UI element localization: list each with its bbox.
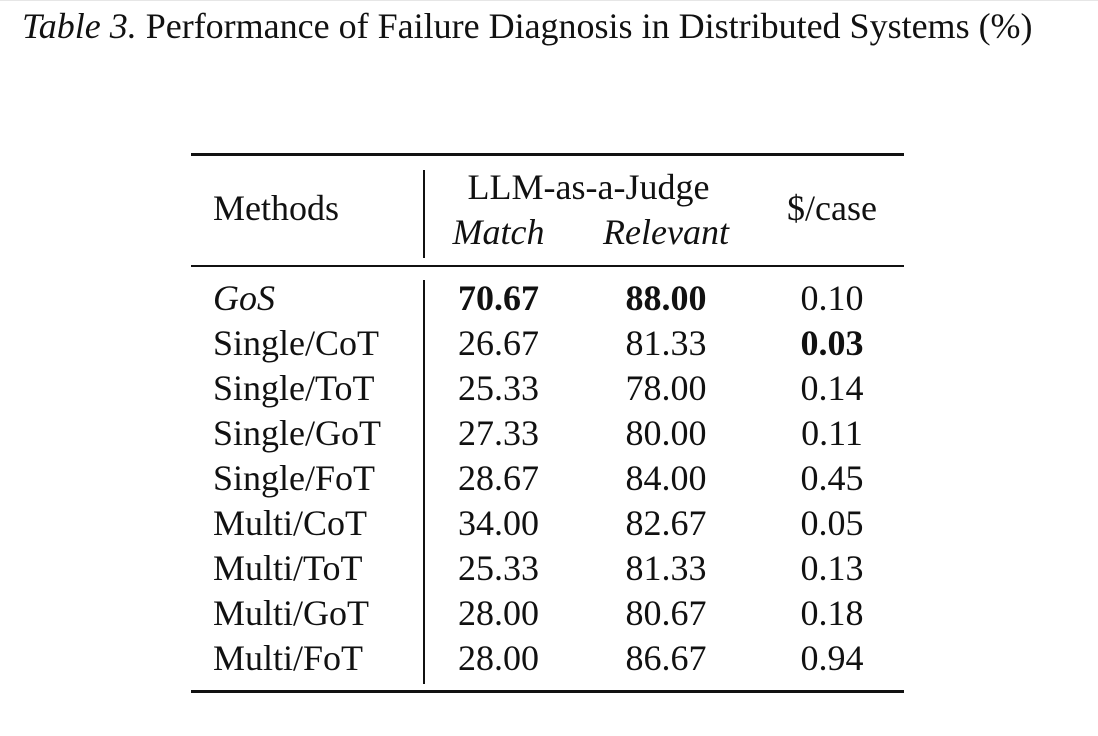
- row-match: 25.33: [458, 368, 539, 408]
- row-cost: 0.13: [800, 548, 864, 588]
- header-relevant: Relevant: [603, 212, 729, 252]
- row-method: Multi/ToT: [213, 548, 363, 588]
- row-cost: 0.03: [800, 323, 864, 363]
- row-match: 28.00: [458, 593, 539, 633]
- row-match: 25.33: [458, 548, 539, 588]
- row-method: Single/GoT: [213, 413, 381, 453]
- row-match: 27.33: [458, 413, 539, 453]
- table-caption-label: Table 3.: [22, 6, 137, 46]
- row-cost: 0.05: [800, 503, 864, 543]
- body-column-divider: [423, 280, 425, 684]
- row-method: Single/FoT: [213, 458, 376, 498]
- row-relevant: 88.00: [625, 278, 707, 318]
- row-relevant: 80.00: [625, 413, 707, 453]
- row-relevant: 84.00: [625, 458, 707, 498]
- table-header-rule: [191, 265, 904, 267]
- row-cost: 0.11: [801, 413, 863, 453]
- row-method: Multi/FoT: [213, 638, 364, 678]
- table-caption-text: Performance of Failure Diagnosis in Dist…: [136, 6, 1033, 46]
- row-cost: 0.14: [800, 368, 864, 408]
- row-method: GoS: [213, 278, 275, 318]
- row-method: Single/CoT: [213, 323, 380, 363]
- row-match: 70.67: [458, 278, 539, 318]
- row-method: Multi/CoT: [213, 503, 368, 543]
- row-relevant: 80.67: [625, 593, 707, 633]
- row-relevant: 81.33: [625, 323, 707, 363]
- row-relevant: 82.67: [625, 503, 707, 543]
- row-cost: 0.10: [800, 278, 864, 318]
- header-column-divider: [423, 170, 425, 258]
- row-match: 28.00: [458, 638, 539, 678]
- header-cost: $/case: [787, 188, 877, 228]
- row-match: 26.67: [458, 323, 539, 363]
- table-caption: Table 3. Performance of Failure Diagnosi…: [22, 4, 1082, 48]
- header-llm-judge: LLM-as-a-Judge: [467, 167, 710, 207]
- row-match: 34.00: [458, 503, 539, 543]
- row-match: 28.67: [458, 458, 539, 498]
- row-method: Single/ToT: [213, 368, 375, 408]
- row-method: Multi/GoT: [213, 593, 370, 633]
- table-bottom-rule: [191, 690, 904, 693]
- row-cost: 0.94: [800, 638, 864, 678]
- header-match: Match: [452, 212, 545, 252]
- table-top-rule: [191, 153, 904, 156]
- row-relevant: 81.33: [625, 548, 707, 588]
- page-top-border: [0, 0, 1098, 1]
- row-relevant: 86.67: [625, 638, 707, 678]
- row-cost: 0.18: [800, 593, 864, 633]
- header-methods: Methods: [213, 188, 339, 228]
- row-relevant: 78.00: [625, 368, 707, 408]
- row-cost: 0.45: [800, 458, 864, 498]
